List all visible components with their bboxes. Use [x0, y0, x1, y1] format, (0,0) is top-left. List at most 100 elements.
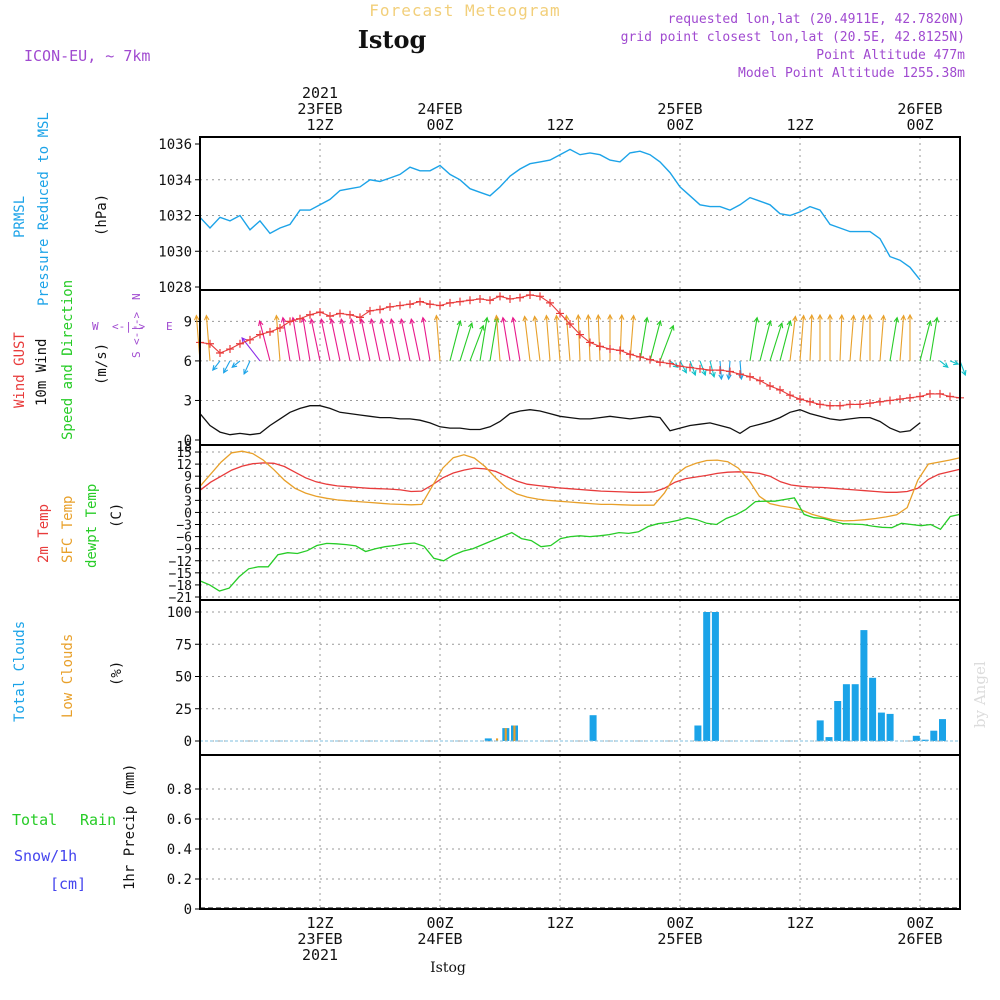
- pressure-frame: [199, 136, 961, 291]
- wind-gust-marker: [946, 392, 954, 401]
- wind-direction-arrow: [320, 319, 331, 362]
- wind-direction-arrow: [809, 315, 813, 361]
- wind-direction-arrow: [479, 317, 488, 361]
- y-tick-label: 6: [184, 354, 192, 370]
- pressure-msl-label: Pressure Reduced to MSL: [36, 112, 52, 306]
- bottom-time-label: 00Z: [666, 914, 693, 932]
- wind-arrow-head: [329, 318, 335, 325]
- station-title: Istog: [358, 25, 427, 54]
- precip-frame: [199, 754, 961, 910]
- grid-point-coords: grid point closest lon,lat (20.5E, 42.81…: [621, 30, 965, 45]
- sfc-temp-label: SFC Temp: [60, 496, 76, 563]
- wind-direction-arrow: [390, 319, 401, 362]
- wind-direction-arrow: [502, 317, 511, 361]
- y-tick-label: 9: [184, 470, 192, 485]
- wind-gust-marker: [546, 298, 554, 307]
- wind-arrow-head: [193, 314, 200, 321]
- bottom-time-label: 24FEB: [417, 930, 462, 948]
- wind-direction-arrow: [649, 320, 661, 362]
- wind-arrow-head: [808, 313, 815, 320]
- bottom-time-label: 12Z: [546, 914, 573, 932]
- wind-direction-arrow: [435, 315, 441, 361]
- total-label: Total: [12, 811, 57, 829]
- wind-gust-marker: [586, 338, 594, 347]
- compass-icon: W <-|-> E N <-|-> S: [92, 293, 173, 358]
- wind-gust-marker: [236, 339, 244, 348]
- wind-gust-marker: [496, 292, 504, 301]
- wind-arrow-head: [710, 371, 716, 378]
- total-cloud-bar: [912, 735, 920, 741]
- wind-arrow-head: [456, 319, 462, 327]
- wind-arrow-head: [468, 322, 474, 329]
- y-tick-label: 0: [184, 506, 192, 521]
- wind-gust-marker: [666, 359, 674, 368]
- wind-gust-marker: [736, 370, 744, 379]
- wind-direction-arrow: [212, 360, 221, 371]
- wind-arrow-head: [850, 314, 857, 321]
- wind-gust-marker: [456, 297, 464, 306]
- wind-direction-arrow: [799, 315, 805, 361]
- wind-arrow-head: [479, 324, 485, 331]
- low-cloud-bar: [504, 728, 507, 741]
- wind-arrow-head: [369, 318, 375, 325]
- wind-gust-marker: [396, 301, 404, 310]
- wind-arrow-head: [319, 318, 325, 325]
- top-time-label: 00Z: [666, 116, 693, 134]
- wind-arrow-head: [203, 314, 210, 321]
- wind-direction-arrow: [779, 320, 791, 362]
- wind-arrow-head: [522, 315, 528, 322]
- wind-direction-arrow: [231, 360, 241, 368]
- temperature-frame: [199, 444, 961, 601]
- wind-gust-marker: [566, 320, 574, 328]
- total-cloud-bar: [589, 715, 597, 741]
- wind-arrow-head: [961, 369, 967, 377]
- wind-arrow-head: [231, 362, 238, 368]
- wind-arrow-head: [900, 314, 907, 321]
- wind-gust-marker: [686, 363, 694, 372]
- wind-arrow-head: [359, 318, 365, 325]
- wind-arrow-head: [880, 314, 887, 321]
- footer-station: Istog: [430, 960, 466, 976]
- wind-direction-arrow: [597, 315, 601, 361]
- y-tick-label: 15: [176, 446, 192, 461]
- y-tick-label: 1030: [158, 244, 192, 260]
- wind-gust-marker: [896, 395, 904, 404]
- wind-direction-arrow: [565, 315, 571, 361]
- wind-arrow-head: [280, 316, 287, 323]
- wind-direction-arrow: [330, 319, 341, 362]
- top-time-label: 26FEB: [897, 100, 942, 118]
- top-time-label: 00Z: [426, 116, 453, 134]
- wind-arrow-head: [553, 314, 560, 321]
- wind-gust-marker: [476, 294, 484, 303]
- wind-arrow-head: [510, 316, 517, 323]
- wind-arrow-head: [753, 316, 760, 323]
- wind-arrow-head: [493, 314, 500, 321]
- wind-arrow-head: [241, 336, 247, 343]
- wind-gust-marker: [416, 297, 424, 306]
- wind-arrow-head: [212, 365, 218, 372]
- wind-direction-arrow: [223, 360, 231, 373]
- wind-arrow-head: [643, 316, 650, 323]
- y-tick-label: 3: [184, 393, 192, 409]
- y-tick-label: 0.2: [167, 872, 192, 888]
- temp-line: [199, 450, 961, 522]
- total-cloud-bar: [851, 684, 859, 741]
- total-cloud-bar: [484, 738, 492, 741]
- wind-arrow-head: [786, 319, 792, 327]
- compass-s: S: [130, 351, 143, 358]
- y-tick-label: 18: [176, 440, 192, 455]
- wind-direction-arrow: [939, 360, 949, 368]
- wind-direction-arrow: [577, 315, 581, 361]
- snow-label: Snow/1h: [14, 847, 77, 865]
- wind-gust-marker: [426, 300, 434, 309]
- wind-gust-marker: [676, 362, 684, 371]
- wind-speed-dir-label: Speed and Direction: [60, 280, 76, 440]
- y-tick-label: −6: [176, 531, 192, 546]
- wind-gust-marker: [616, 346, 624, 355]
- wind-direction-arrow: [459, 323, 473, 362]
- total-cloud-bar: [825, 737, 833, 741]
- wind-direction-arrow: [302, 317, 311, 361]
- compass-we-arrow: <-|->: [112, 320, 145, 333]
- top-time-label: 24FEB: [417, 100, 462, 118]
